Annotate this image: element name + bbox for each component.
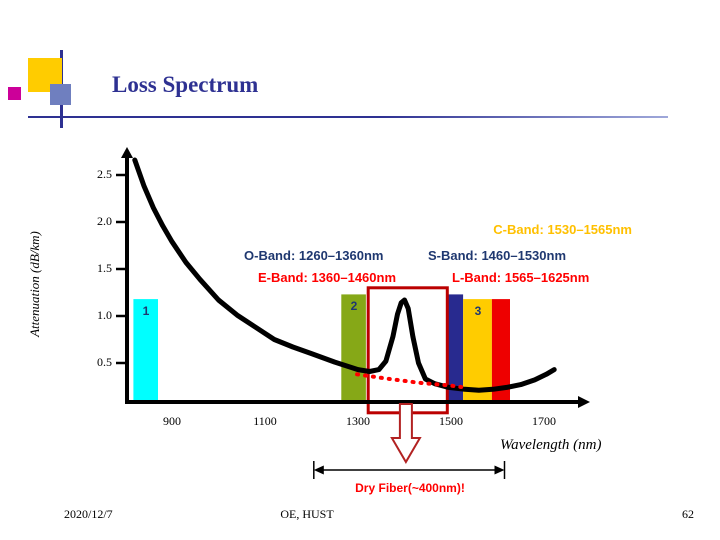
decoration-pink-square xyxy=(8,87,21,100)
footer-org: OE, HUST xyxy=(280,507,334,521)
s-band-label: S-Band: 1460–1530nm xyxy=(428,248,567,263)
x-axis-label: Wavelength (nm) xyxy=(500,437,602,453)
y-axis-arrowhead xyxy=(121,147,133,158)
transmission-window-band xyxy=(133,299,158,400)
decoration-blue-square xyxy=(50,84,71,105)
fiber-loss-curve xyxy=(132,157,557,393)
y-axis-label: Attenuation (dB/km) xyxy=(27,231,42,337)
transmission-window-band xyxy=(341,294,366,400)
decoration-horizontal-rule xyxy=(28,116,668,118)
l-band-label: L-Band: 1565–1625nm xyxy=(452,270,590,285)
x-axis-arrowhead xyxy=(578,396,590,408)
footer-date: 2020/12/7 xyxy=(64,507,113,521)
transmission-window-band xyxy=(448,294,464,400)
dry-fiber-annotation: Dry Fiber(~400nm)! xyxy=(355,481,465,495)
span-left-arrowhead xyxy=(313,465,324,475)
water-peak-down-arrow xyxy=(390,403,422,464)
transmission-window-band xyxy=(463,299,492,400)
c-band-label: C-Band: 1530–1565nm xyxy=(493,222,632,237)
o-band-label: O-Band: 1260–1360nm xyxy=(244,248,384,263)
e-band-label: E-Band: 1360–1460nm xyxy=(258,270,397,285)
span-right-arrowhead xyxy=(494,465,505,475)
slide-number: 62 xyxy=(682,507,694,521)
transmission-window-band xyxy=(491,299,510,400)
dry-fiber-low-water-peak xyxy=(355,372,464,389)
slide-title: Loss Spectrum xyxy=(112,72,259,97)
